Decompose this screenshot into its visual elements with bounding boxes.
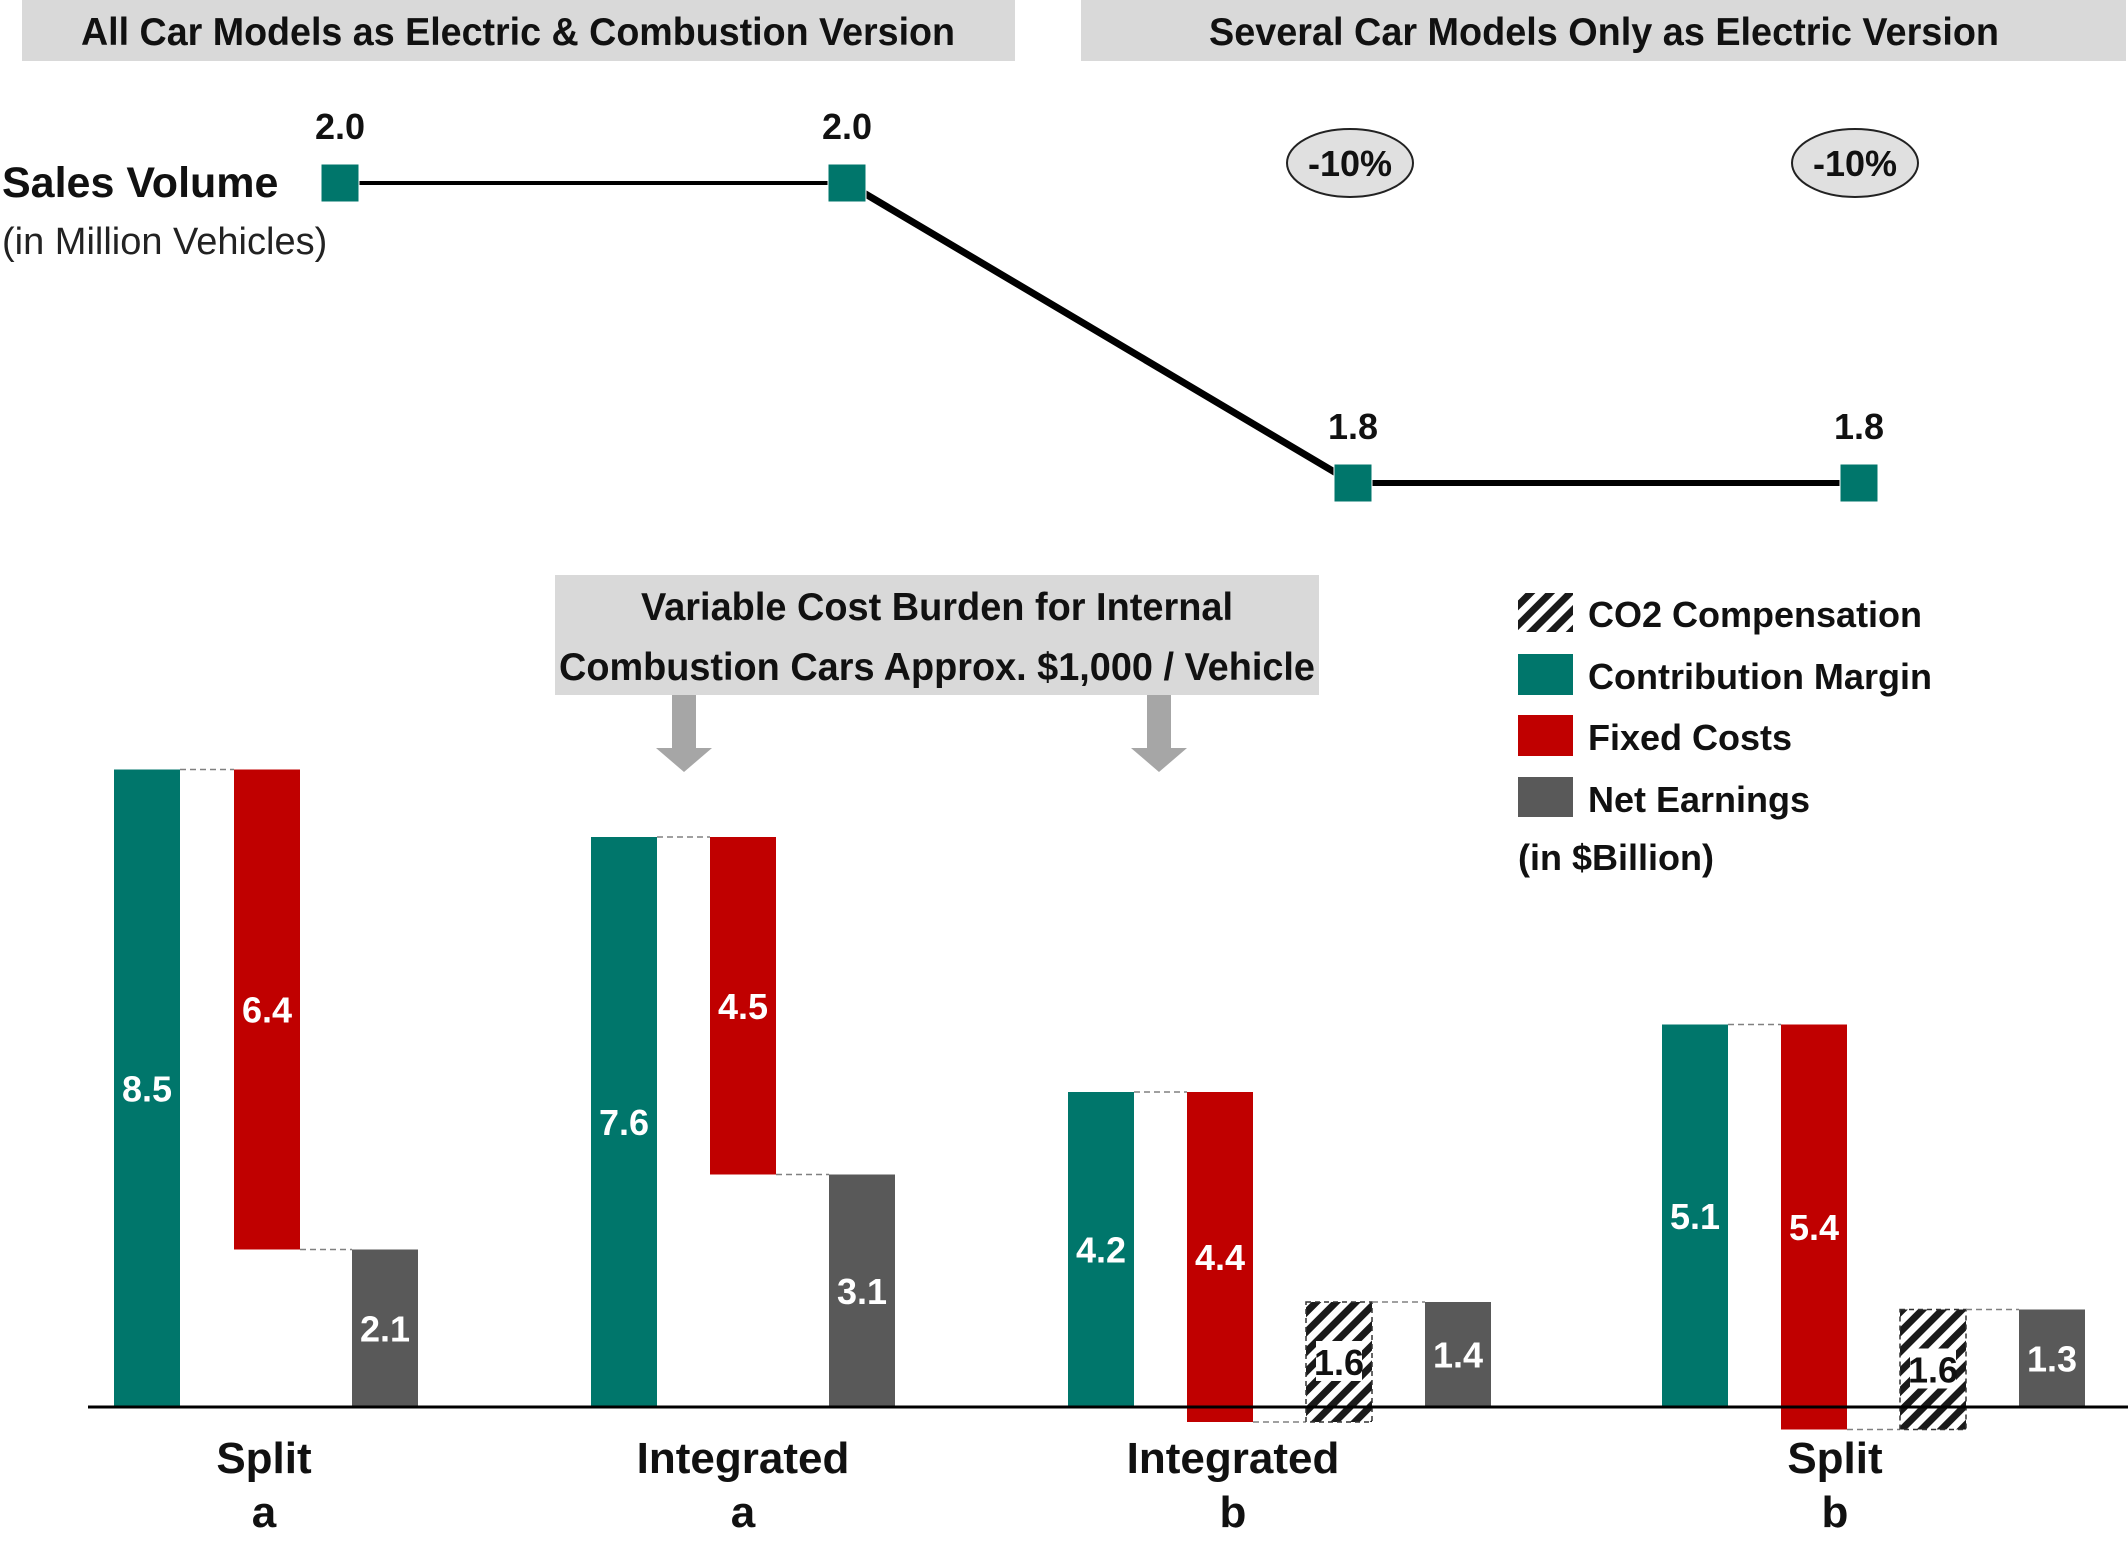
change-badge-2 (1791, 128, 1919, 198)
co2-compensation-label-bg (1316, 1341, 1362, 1381)
fixed-costs-label: 4.4 (1195, 1237, 1245, 1278)
legend-label-co2: CO2 Compensation (1588, 594, 1922, 635)
legend-swatch-co2 (1518, 593, 1573, 632)
legend-swatch-net-earnings (1518, 777, 1573, 817)
category-label-line2: b (1220, 1488, 1247, 1537)
contribution-margin-bar (591, 837, 657, 1407)
legend-label-contribution-margin: Contribution Margin (1588, 656, 1932, 697)
change-badge-1-text: -10% (1308, 143, 1392, 184)
contribution-margin-bar (1068, 1092, 1134, 1407)
category-label-line2: a (252, 1488, 277, 1537)
sales-volume-point-label: 1.8 (1834, 406, 1884, 447)
contribution-margin-label: 7.6 (599, 1102, 649, 1143)
category-label-line1: Integrated (637, 1434, 850, 1483)
fixed-costs-bar (234, 769, 300, 1250)
category-label-line1: Split (216, 1434, 312, 1483)
sales-volume-point (320, 163, 360, 203)
header-left: All Car Models as Electric & Combustion … (81, 11, 955, 54)
sales-volume-line-chart: 2.0 2.0 1.8 1.8 (315, 106, 1884, 503)
change-badge-2-text: -10% (1813, 143, 1897, 184)
sales-volume-label: Sales Volume (2, 159, 278, 207)
net-earnings-label: 3.1 (837, 1271, 887, 1312)
co2-compensation-label: 1.6 (1314, 1342, 1364, 1383)
header-right-bg (1081, 0, 2126, 61)
sales-volume-point (827, 163, 867, 203)
category-label-line2: b (1822, 1488, 1849, 1537)
change-badge-1 (1286, 128, 1414, 198)
down-arrow-1 (656, 695, 712, 772)
sales-volume-point-label: 2.0 (822, 106, 872, 147)
contribution-margin-bar (1662, 1024, 1728, 1407)
contribution-margin-label: 4.2 (1076, 1230, 1126, 1271)
category-label-line1: Integrated (1127, 1434, 1340, 1483)
header-left-bg (22, 0, 1015, 61)
sales-volume-point-label: 1.8 (1328, 406, 1378, 447)
co2-compensation-label: 1.6 (1908, 1350, 1958, 1391)
fixed-costs-bar (1781, 1024, 1847, 1430)
contribution-margin-bar (114, 769, 180, 1407)
fixed-costs-label: 5.4 (1789, 1207, 1839, 1248)
contribution-margin-label: 8.5 (122, 1068, 172, 1109)
net-earnings-bar (352, 1249, 418, 1407)
legend-swatch-contribution-margin (1518, 654, 1573, 695)
sales-volume-unit: (in Million Vehicles) (2, 221, 327, 263)
legend-label-fixed-costs: Fixed Costs (1588, 717, 1792, 758)
category-label-line2: a (731, 1488, 756, 1537)
fixed-costs-label: 6.4 (242, 990, 292, 1031)
earnings-waterfall-chart: 8.5 6.4 2.1 Split a 7.6 4.5 3.1 Integrated a 4.2 4.… (88, 768, 2128, 1537)
legend: CO2 Compensation Contribution Margin Fix… (1518, 593, 1932, 878)
sales-volume-point (1839, 463, 1879, 503)
net-earnings-label: 1.3 (2027, 1338, 2077, 1379)
header-right: Several Car Models Only as Electric Vers… (1209, 11, 1999, 54)
fixed-costs-label: 4.5 (718, 986, 768, 1027)
legend-swatch-fixed-costs (1518, 715, 1573, 756)
net-earnings-bar (2019, 1309, 2085, 1407)
down-arrow-2 (1131, 695, 1187, 772)
net-earnings-bar (829, 1174, 895, 1407)
sales-volume-point-label: 2.0 (315, 106, 365, 147)
callout-box (555, 575, 1319, 695)
fixed-costs-bar (710, 837, 776, 1175)
net-earnings-bar (1425, 1302, 1491, 1407)
sales-volume-point (1333, 463, 1373, 503)
callout-line-1: Variable Cost Burden for Internal (641, 586, 1233, 629)
fixed-costs-bar (1187, 1092, 1253, 1422)
contribution-margin-label: 5.1 (1670, 1196, 1720, 1237)
net-earnings-label: 1.4 (1433, 1335, 1483, 1376)
legend-unit: (in $Billion) (1518, 837, 1714, 878)
category-label-line1: Split (1787, 1434, 1883, 1483)
net-earnings-label: 2.1 (360, 1308, 410, 1349)
callout-line-2: Combustion Cars Approx. $1,000 / Vehicle (559, 646, 1315, 689)
legend-label-net-earnings: Net Earnings (1588, 779, 1810, 820)
co2-compensation-label-bg (1910, 1348, 1956, 1389)
sales-volume-line-decline (845, 179, 1355, 487)
